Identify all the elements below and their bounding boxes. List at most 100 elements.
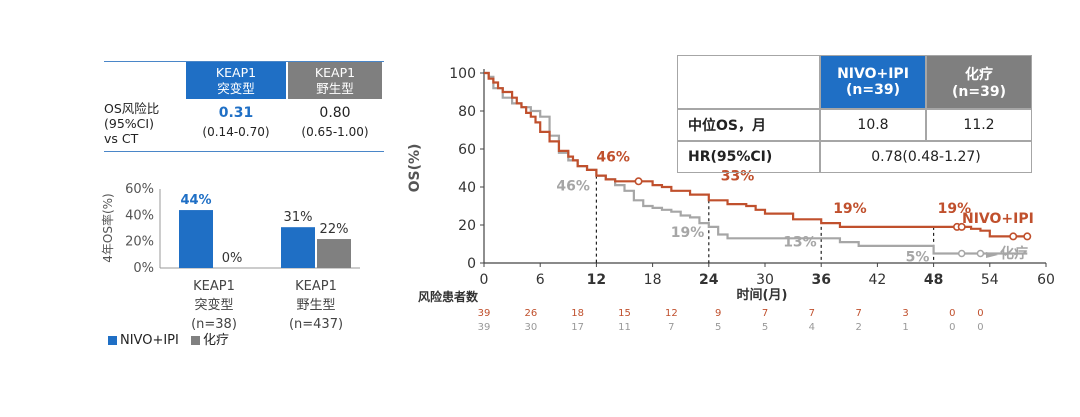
legend-nivo: NIVO+IPI [108, 333, 179, 348]
risk-nivo-count: 15 [618, 308, 631, 319]
risk-nivo-count: 7 [809, 308, 815, 319]
km-series-label-nivo: NIVO+IPI [962, 211, 1034, 227]
header-keap1-wildtype-line2: 野生型 [316, 81, 354, 96]
km-x-tick-label: 48 [924, 272, 943, 288]
header-keap1-mutant-line2: 突变型 [217, 81, 255, 96]
bar-category-label: 野生型 [296, 298, 335, 313]
hr-mutant-value: 0.31 [218, 105, 254, 121]
bar-category-label: KEAP1 [193, 279, 235, 294]
bar-y-tick-label: 20% [125, 235, 154, 250]
legend-chemo-swatch [191, 336, 200, 345]
risk-nivo-count: 7 [855, 308, 861, 319]
km-censor-mark-nivo [634, 177, 643, 186]
summary-median-chemo: 11.2 [926, 109, 1032, 141]
bar-legend: NIVO+IPI 化疗 [108, 329, 229, 348]
risk-nivo-count: 12 [665, 308, 678, 319]
risk-nivo-count: 0 [977, 308, 983, 319]
risk-nivo-count: 3 [902, 308, 908, 319]
km-annotation-chemo: 19% [671, 225, 705, 241]
risk-chemo-count: 30 [524, 322, 537, 333]
km-x-tick-label: 42 [868, 272, 886, 288]
km-y-tick-label: 100 [449, 66, 476, 82]
summary-hr-label: HR(95%CI) [677, 141, 820, 173]
bar-category-label: (n=38) [191, 317, 237, 332]
risk-chemo-count: 2 [855, 322, 861, 333]
risk-chemo-count: 11 [618, 322, 631, 333]
summary-header-nivo-line2: (n=39) [846, 82, 900, 98]
risk-chemo-count: 5 [762, 322, 768, 333]
bar-category-label: 突变型 [194, 297, 233, 313]
hr-wildtype-value: 0.80 [319, 105, 351, 121]
legend-chemo-label: 化疗 [203, 333, 230, 348]
risk-nivo-count: 18 [571, 308, 584, 319]
summary-header-chemo-line1: 化疗 [965, 67, 993, 83]
km-y-tick-label: 80 [458, 104, 476, 120]
legend-nivo-swatch [108, 336, 117, 345]
bar-category-label: KEAP1 [295, 279, 337, 294]
legend-chemo: 化疗 [191, 333, 229, 348]
legend-nivo-label: NIVO+IPI [120, 333, 179, 348]
header-keap1-wildtype: KEAP1 野生型 [288, 62, 382, 99]
km-x-tick-label: 36 [811, 272, 830, 288]
bar-y-tick-label: 0% [133, 261, 154, 276]
km-series-label-chemo: 化疗 [1000, 245, 1028, 262]
km-annotation-chemo: 5% [906, 250, 930, 266]
km-annotation-nivo: 19% [938, 201, 972, 217]
bar-nivo-0 [179, 210, 213, 268]
row-label-line3: vs CT [104, 131, 139, 146]
bar-y-tick-label: 60% [125, 182, 154, 197]
km-annotation-nivo: 19% [833, 201, 867, 217]
summary-header-nivo-line1: NIVO+IPI [837, 66, 909, 82]
row-label: OS风险比 (95%CI) vs CT [104, 101, 184, 146]
table-top-line [104, 61, 384, 62]
km-y-tick-label: 60 [458, 142, 476, 158]
row-label-line2: (95%CI) [104, 116, 154, 131]
risk-chemo-count: 1 [902, 322, 908, 333]
km-y-tick-label: 20 [458, 218, 476, 234]
bar-y-tick-label: 40% [125, 208, 154, 223]
header-keap1-wildtype-line1: KEAP1 [314, 65, 356, 80]
km-y-axis-label: OS(%) [407, 144, 423, 193]
bar-value-label: 31% [284, 210, 313, 225]
risk-table-title: 风险患者数 [418, 289, 479, 304]
risk-chemo-count: 4 [809, 322, 815, 333]
risk-chemo-count: 17 [571, 322, 584, 333]
bar-chemo-1 [317, 239, 351, 268]
km-censor-mark-nivo [1009, 232, 1018, 241]
km-annotation-chemo: 46% [556, 179, 590, 195]
km-censor-mark-nivo [957, 222, 966, 231]
header-keap1-mutant-line1: KEAP1 [215, 65, 257, 80]
km-arrow-chemo [986, 252, 998, 258]
bar-y-axis-label: 4年OS率(%) [100, 193, 115, 262]
km-x-tick-label: 6 [536, 272, 545, 288]
summary-header-chemo: 化疗 (n=39) [926, 55, 1032, 109]
risk-nivo-count: 0 [949, 308, 955, 319]
summary-header-chemo-line2: (n=39) [952, 84, 1006, 100]
risk-chemo-count: 0 [949, 322, 955, 333]
risk-chemo-count: 0 [977, 322, 983, 333]
km-censor-mark-nivo [1023, 232, 1032, 241]
table-bottom-line [104, 151, 384, 152]
risk-nivo-count: 39 [478, 308, 491, 319]
km-x-tick-label: 54 [981, 272, 999, 288]
km-x-tick-label: 18 [644, 272, 662, 288]
risk-chemo-count: 7 [668, 322, 674, 333]
km-censor-mark-chemo [976, 249, 985, 258]
bar-chart: 4年OS率(%) 0% 20% 40% 60% 44% 31% 0% 22% KEAP1 突变型 (n… [100, 182, 360, 332]
km-y-tick-label: 40 [458, 180, 476, 196]
km-annotation-nivo: 46% [596, 150, 630, 166]
km-x-tick-label: 12 [587, 272, 606, 288]
summary-hr-value: 0.78(0.48-1.27) [820, 141, 1032, 173]
hr-wildtype-ci: (0.65-1.00) [301, 125, 369, 139]
bar-category-label: (n=437) [289, 317, 343, 332]
bar-value-label: 44% [180, 193, 211, 208]
summary-corner [677, 55, 820, 109]
km-curve-chemo [484, 71, 1028, 255]
summary-header-nivo: NIVO+IPI (n=39) [820, 55, 926, 109]
km-x-tick-label: 60 [1037, 272, 1055, 288]
km-censor-mark-chemo [957, 249, 966, 258]
risk-nivo-count: 9 [715, 308, 721, 319]
km-y-tick-label: 0 [467, 256, 476, 272]
